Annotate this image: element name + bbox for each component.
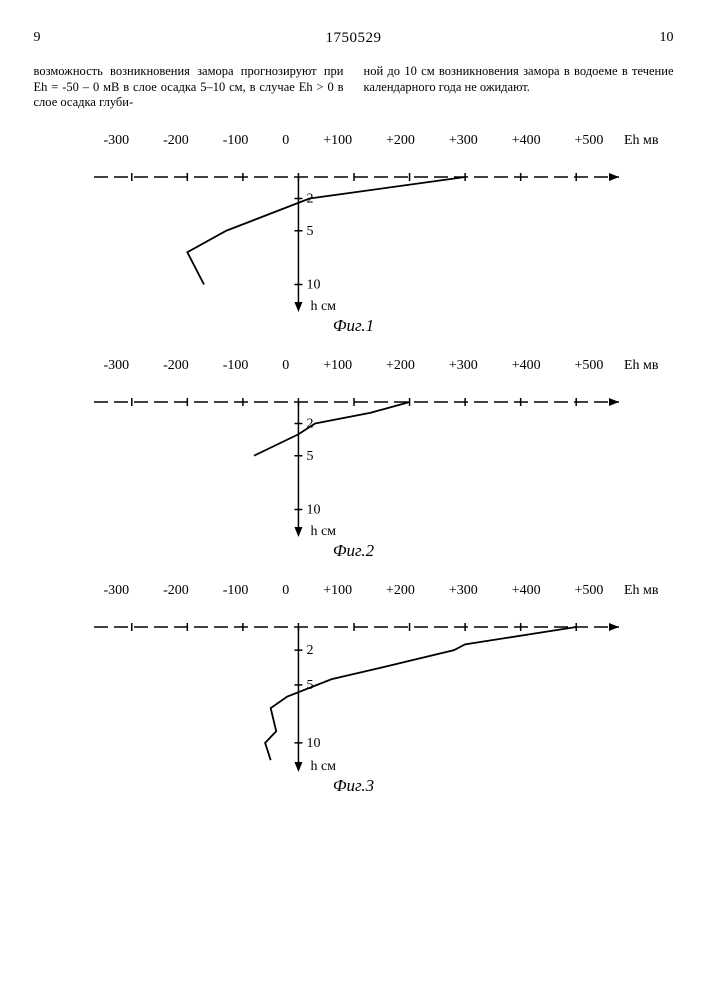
x-axis-labels: -300-200-1000+100+200+300+400+500Eh мв	[104, 583, 604, 599]
figure-caption: Фиг.2	[74, 541, 634, 561]
y-axis-title: h см	[310, 759, 336, 774]
data-line	[187, 177, 465, 285]
y-tick-label: 2	[306, 643, 313, 658]
chart-svg: 2510h см	[74, 149, 634, 314]
x-tick-label: -100	[223, 358, 249, 374]
figure-caption: Фиг.1	[74, 316, 634, 336]
x-tick-label: +200	[386, 133, 415, 149]
column-right: ной до 10 см возникновения замора в водо…	[364, 64, 674, 111]
page-number-left: 9	[34, 30, 41, 46]
y-tick-label: 5	[306, 449, 313, 464]
chart-svg: 2 5 10 h см	[74, 599, 634, 774]
x-axis-labels: -300-200-1000+100+200+300+400+500Eh мв	[104, 133, 604, 149]
page: 9 10 1750529 возможность возникновения з…	[0, 0, 707, 1000]
x-tick-label: -100	[223, 133, 249, 149]
x-tick-label: +500	[575, 358, 604, 374]
x-tick-label: 0	[282, 358, 289, 374]
y-axis-title: h см	[310, 524, 336, 539]
y-tick-label: 5	[306, 678, 313, 693]
x-tick-label: -200	[163, 583, 189, 599]
x-axis-title: Eh мв	[624, 358, 659, 374]
x-tick-label: 0	[282, 133, 289, 149]
chart-3: -300-200-1000+100+200+300+400+500Eh мв25…	[74, 583, 634, 796]
y-axis-title: h см	[310, 299, 336, 314]
y-tick-label: 5	[306, 224, 313, 239]
chart-2: -300-200-1000+100+200+300+400+500Eh мв25…	[74, 358, 634, 561]
x-tick-label: -300	[104, 358, 130, 374]
x-tick-label: +300	[449, 358, 478, 374]
x-tick-label: -300	[104, 583, 130, 599]
data-line	[254, 402, 410, 456]
x-tick-label: +500	[575, 133, 604, 149]
x-tick-label: 0	[282, 583, 289, 599]
x-tick-label: -200	[163, 358, 189, 374]
publication-number: 1750529	[326, 30, 382, 47]
x-tick-label: -300	[104, 133, 130, 149]
x-tick-label: +200	[386, 358, 415, 374]
chart-1: -300-200-1000+100+200+300+400+500Eh мв25…	[74, 133, 634, 336]
x-tick-label: +100	[323, 133, 352, 149]
figure-caption: Фиг.3	[74, 776, 634, 796]
x-tick-label: +500	[575, 583, 604, 599]
text-columns: возможность возникновения замора про­гно…	[34, 64, 674, 111]
x-tick-label: +400	[512, 583, 541, 599]
x-tick-label: -200	[163, 133, 189, 149]
chart-svg: 2510h см	[74, 374, 634, 539]
page-number-right: 10	[660, 30, 674, 46]
x-tick-label: -100	[223, 583, 249, 599]
x-tick-label: +200	[386, 583, 415, 599]
y-tick-label: 10	[306, 502, 320, 517]
x-axis-title: Eh мв	[624, 133, 659, 149]
y-tick-label: 10	[306, 277, 320, 292]
x-tick-label: +300	[449, 133, 478, 149]
x-tick-label: +400	[512, 358, 541, 374]
x-tick-label: +400	[512, 133, 541, 149]
x-tick-label: +100	[323, 583, 352, 599]
x-tick-label: +300	[449, 583, 478, 599]
x-tick-label: +100	[323, 358, 352, 374]
column-left: возможность возникновения замора про­гно…	[34, 64, 344, 111]
x-axis-title: Eh мв	[624, 583, 659, 599]
x-axis-labels: -300-200-1000+100+200+300+400+500Eh мв	[104, 358, 604, 374]
y-tick-label: 10	[306, 736, 320, 751]
